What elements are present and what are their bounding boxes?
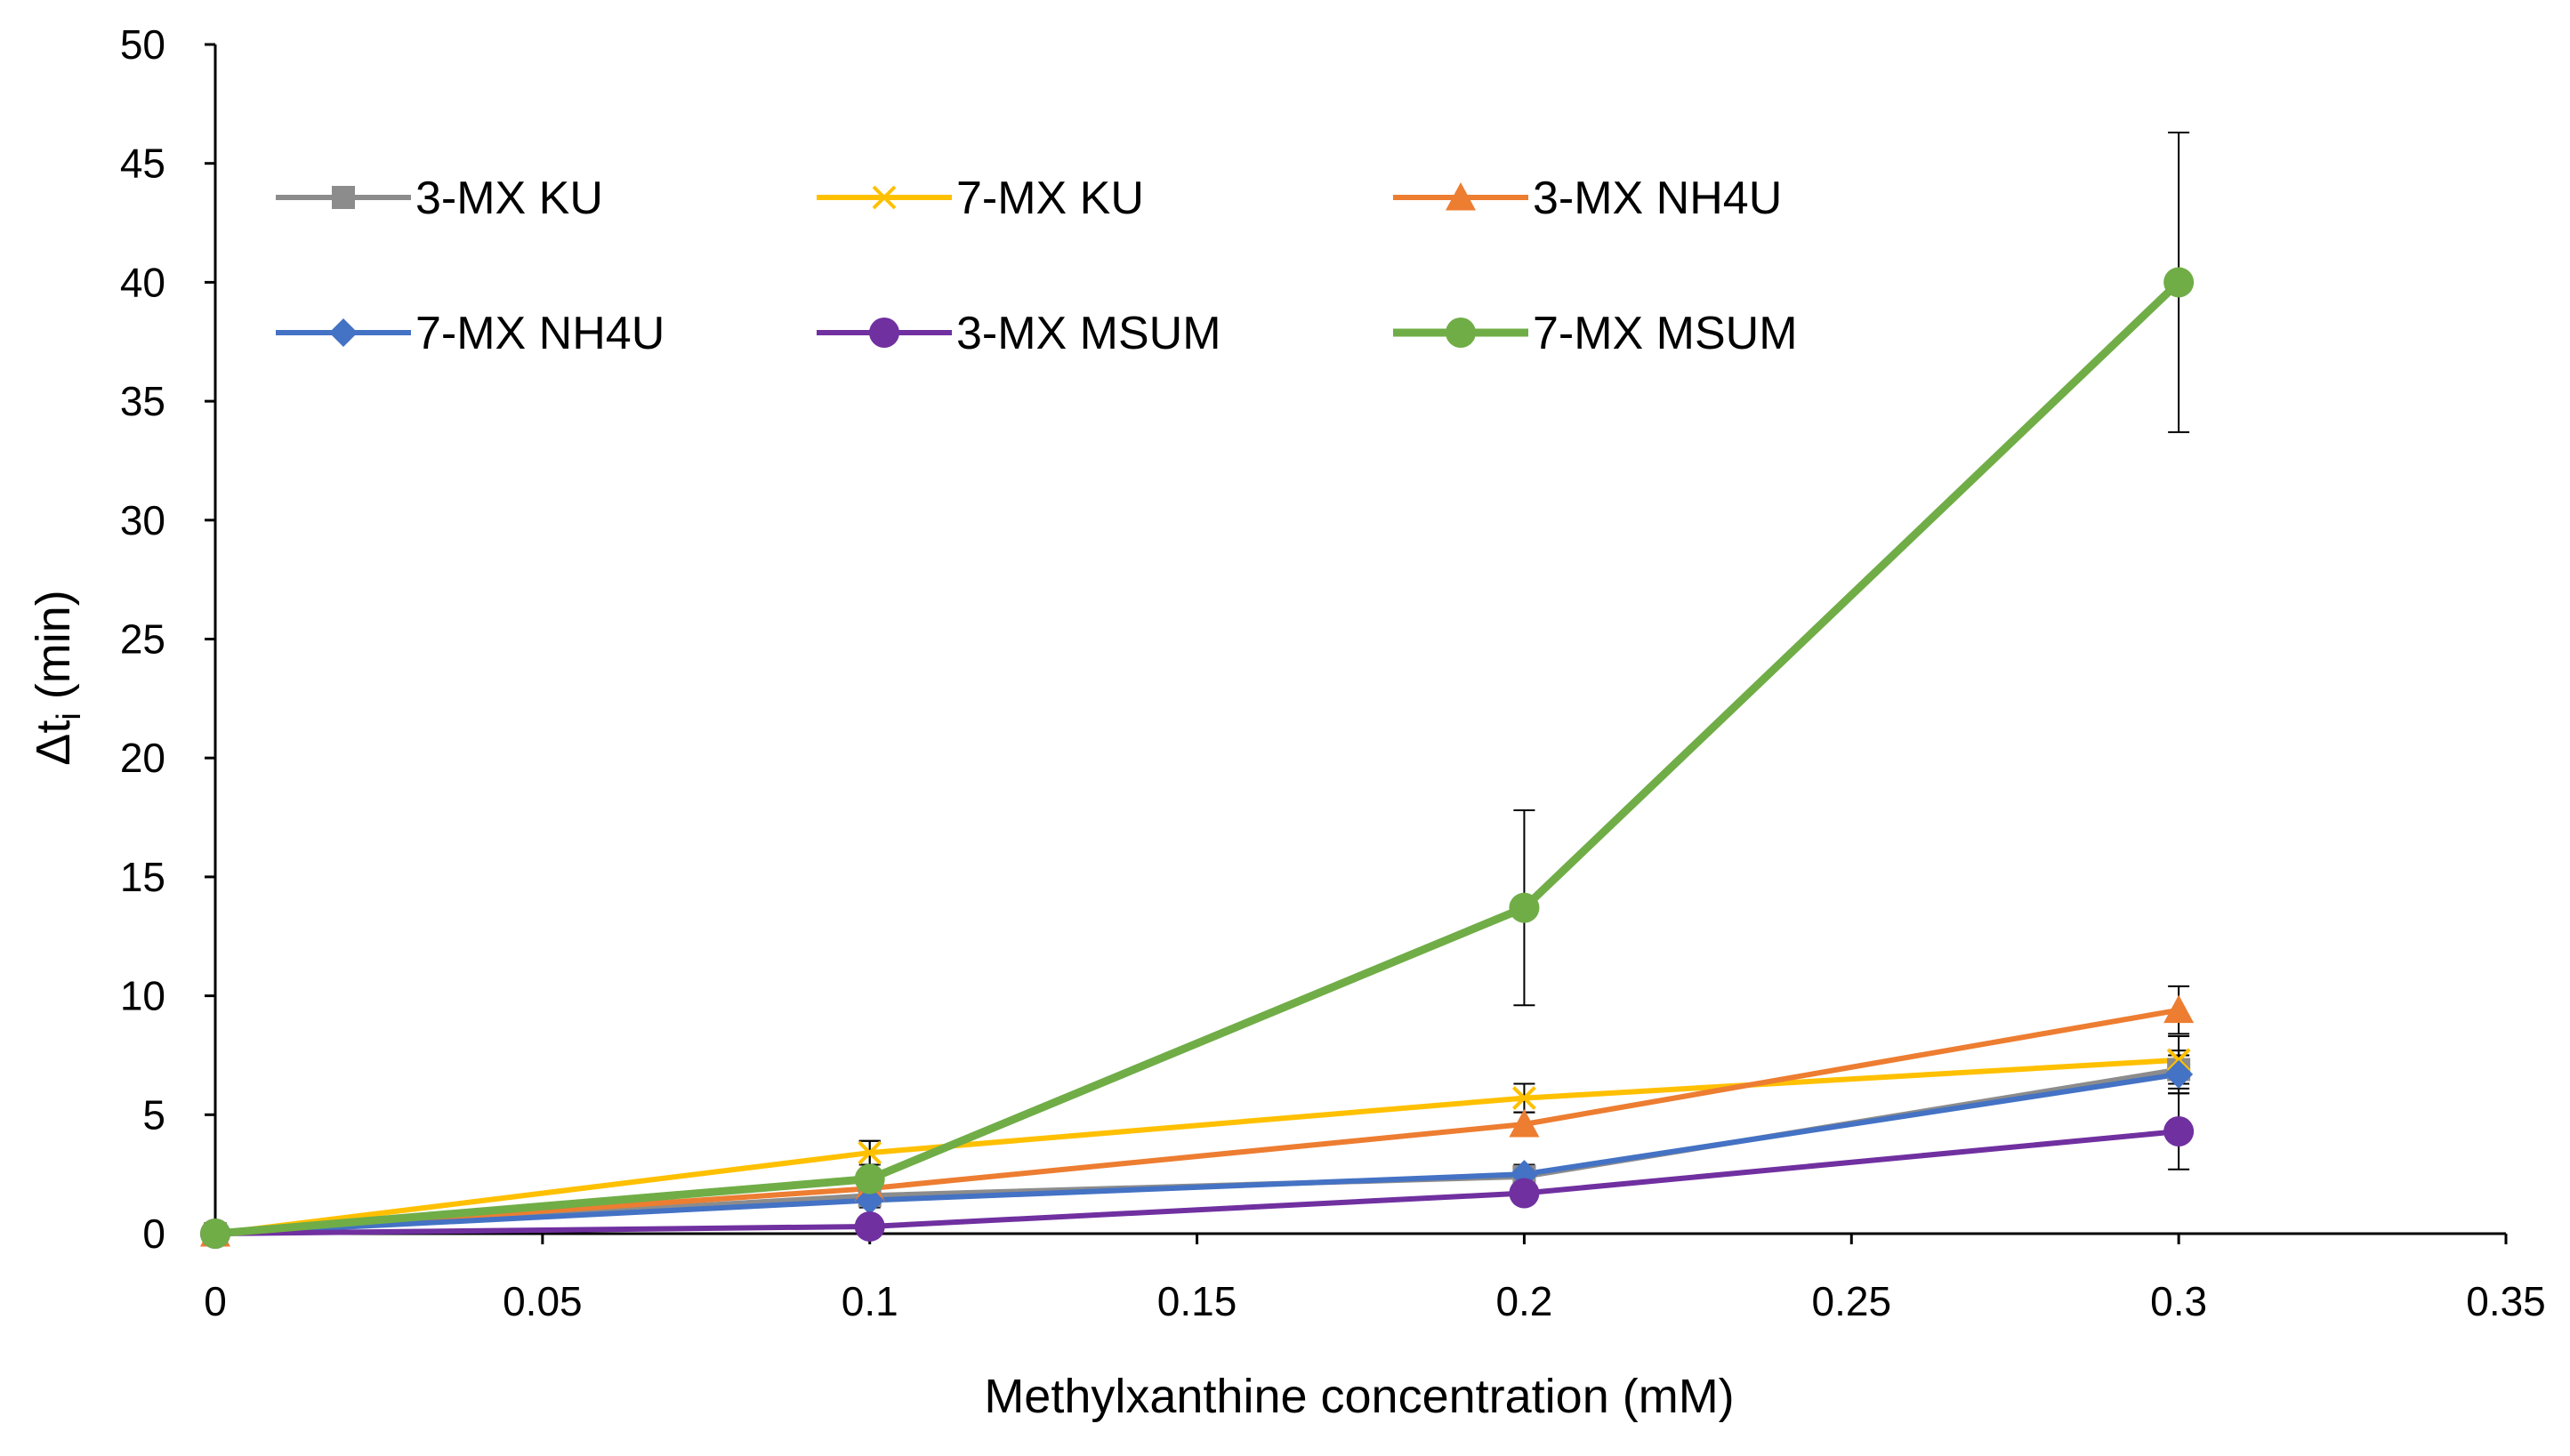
y-tick-label: 35 (120, 378, 165, 424)
y-tick-label: 10 (120, 973, 165, 1019)
data-point-7-mx-ku (1512, 1086, 1536, 1110)
x-tick-label: 0.1 (842, 1278, 898, 1324)
data-point-7-mx-nh4u (855, 1186, 884, 1215)
legend-item-3-mx-nh4u: 3-MX NH4U (1393, 173, 1782, 224)
data-point-3-mx-nh4u (2163, 994, 2195, 1024)
axes (205, 43, 2508, 1244)
x-tick-label: 0 (204, 1278, 227, 1324)
series-line-7-mx-nh4u (214, 1071, 2179, 1236)
legend-swatch-marker (332, 186, 355, 209)
x-tick-label: 0.25 (1812, 1278, 1892, 1324)
y-tick-label: 25 (120, 616, 165, 663)
x-tick-label: 0.35 (2466, 1278, 2546, 1324)
error-bars (858, 131, 2190, 1233)
x-tick-label: 0.05 (503, 1278, 583, 1324)
legend-item-3-mx-msum: 3-MX MSUM (817, 308, 1221, 359)
data-point-7-mx-ku-stroke (1512, 1086, 1536, 1110)
data-point-7-mx-ku (2166, 1048, 2191, 1073)
data-point-7-mx-ku-stroke (858, 1140, 882, 1165)
data-point-7-mx-nh4u (2164, 1059, 2194, 1089)
data-point-7-mx-msum (2163, 267, 2195, 298)
tick-labels: 0 5 10 15 20 25 30 35 40 45 50 0 0.05 0.1 0.15 0.2 0.25 0… (120, 21, 2546, 1324)
data-point-7-mx-msum (854, 1163, 885, 1195)
data-point-7-mx-msum (1509, 892, 1540, 923)
data-point-7-mx-ku-stroke (2166, 1048, 2191, 1073)
legend-label: 3-MX MSUM (956, 308, 1221, 359)
data-point-7-mx-ku (858, 1140, 882, 1165)
legend-item-3-mx-ku: 3-MX KU (276, 173, 603, 224)
y-axis-title-sub: i (51, 712, 88, 720)
y-tick-label: 40 (120, 259, 165, 305)
data-point-3-mx-msum (854, 1211, 885, 1242)
series-line-7-mx-msum (214, 279, 2182, 1238)
data-point-7-mx-msum (200, 1219, 230, 1249)
y-tick-label: 15 (120, 854, 165, 900)
data-point-3-mx-nh4u (1509, 1108, 1540, 1138)
legend-swatch-marker (872, 185, 897, 210)
legend-swatch-marker (329, 318, 358, 347)
series-lines (214, 279, 2182, 1238)
x-tick-label: 0.2 (1495, 1278, 1552, 1324)
x-axis-title: Methylxanthine concentration (mM) (984, 1370, 1734, 1423)
legend-label: 7-MX NH4U (415, 308, 665, 359)
legend-item-7-mx-ku: 7-MX KU (817, 173, 1144, 224)
y-tick-label: 5 (142, 1091, 165, 1138)
legend-label: 3-MX NH4U (1533, 173, 1782, 224)
x-tick-label: 0.15 (1157, 1278, 1237, 1324)
legend-item-7-mx-msum: 7-MX MSUM (1393, 308, 1798, 359)
y-tick-label: 20 (120, 735, 165, 781)
y-axis-title: Δti (min) (27, 590, 88, 766)
series-line-3-mx-nh4u (214, 1007, 2179, 1236)
y-axis-title-unit: (min) (27, 590, 80, 712)
y-tick-label: 30 (120, 497, 165, 543)
legend-swatch-marker (1446, 318, 1476, 348)
data-point-3-mx-msum (1509, 1178, 1540, 1209)
series-line-3-mx-msum (214, 1129, 2179, 1236)
data-point-3-mx-msum (2163, 1116, 2195, 1147)
series-markers (200, 267, 2195, 1249)
y-tick-label: 45 (120, 141, 165, 187)
y-tick-label: 0 (142, 1211, 165, 1257)
legend-swatch-marker (1446, 182, 1476, 211)
legend-label: 3-MX KU (415, 173, 603, 224)
x-tick-label: 0.3 (2150, 1278, 2207, 1324)
legend: 3-MX KU 7-MX KU 3-MX NH4U 7-MX NH4U 3-MX MSU… (276, 173, 1798, 359)
legend-label: 7-MX MSUM (1533, 308, 1798, 359)
legend-swatch-marker (869, 318, 899, 348)
legend-item-7-mx-nh4u: 7-MX NH4U (276, 308, 665, 359)
series-line-7-mx-ku (214, 1057, 2179, 1236)
legend-swatch-marker-stroke (872, 185, 897, 210)
legend-label: 7-MX KU (956, 173, 1144, 224)
y-axis-title-main: Δt (27, 720, 80, 766)
y-tick-label: 50 (120, 21, 165, 68)
